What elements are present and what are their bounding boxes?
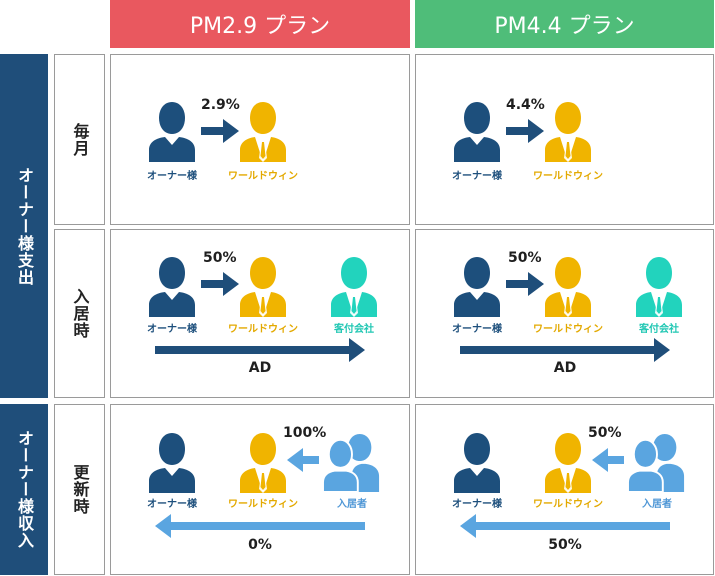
- long-arrow-right-icon: [460, 338, 670, 362]
- row-label-movein: 入居時: [54, 229, 105, 398]
- rate-label: 4.4%: [506, 97, 545, 113]
- flow-caption: AD: [248, 360, 272, 376]
- agent-icon: [331, 257, 377, 317]
- row-label-monthly: 毎月: [54, 54, 105, 225]
- owner-icon: [454, 102, 500, 162]
- arrow-left-icon: [287, 448, 319, 472]
- plan-title: PM2.9 プラン: [189, 14, 331, 39]
- worldwin-label: ワールドウィン: [228, 499, 298, 510]
- worldwin-label: ワールドウィン: [228, 171, 298, 182]
- worldwin-label: ワールドウィン: [533, 324, 603, 335]
- cell-movein-pm44: 50% オーナー様 ワールドウィン 客付会社 AD: [415, 229, 714, 398]
- long-arrow-left-icon: [460, 514, 670, 538]
- rate-label: 2.9%: [201, 97, 240, 113]
- plan-header-pm44: PM4.4 プラン: [415, 0, 714, 48]
- worldwin-icon: [240, 257, 286, 317]
- owner-icon: [454, 257, 500, 317]
- arrow-right-icon: [201, 119, 239, 143]
- row-label: 毎月: [70, 122, 90, 157]
- cell-movein-pm29: 50% オーナー様 ワールドウィン 客付会社 AD: [110, 229, 410, 398]
- cell-renewal-pm29: 100% オーナー様 ワールドウィン 入居者 0%: [110, 404, 410, 575]
- tenant-label: 入居者: [642, 499, 672, 510]
- owner-label: オーナー様: [147, 499, 197, 510]
- group-label: オーナー様収入: [15, 430, 34, 549]
- worldwin-icon: [240, 433, 286, 493]
- flow-graphic: [149, 257, 377, 362]
- group-owner-expense: オーナー様支出: [0, 54, 48, 398]
- owner-label: オーナー様: [452, 171, 502, 182]
- row-label-renewal: 更新時: [54, 404, 105, 575]
- cell-monthly-pm29: 2.9% オーナー様 ワールドウィン: [110, 54, 410, 225]
- owner-icon: [454, 433, 500, 493]
- row-label: 更新時: [70, 464, 90, 515]
- long-arrow-left-icon: [155, 514, 365, 538]
- tenant-icon: [323, 432, 381, 493]
- worldwin-icon: [545, 257, 591, 317]
- group-owner-income: オーナー様収入: [0, 404, 48, 575]
- rate-label: 50%: [203, 250, 237, 266]
- worldwin-label: ワールドウィン: [533, 499, 603, 510]
- flow-graphic: [149, 102, 286, 162]
- owner-label: オーナー様: [147, 171, 197, 182]
- agent-label: 客付会社: [639, 324, 679, 335]
- owner-icon: [149, 257, 195, 317]
- owner-label: オーナー様: [452, 499, 502, 510]
- tenant-icon: [628, 432, 686, 493]
- rate-label: 100%: [283, 425, 327, 441]
- plan-title: PM4.4 プラン: [494, 14, 635, 39]
- worldwin-label: ワールドウィン: [228, 324, 298, 335]
- worldwin-icon: [545, 102, 591, 162]
- cell-monthly-pm44: 4.4% オーナー様 ワールドウィン: [415, 54, 714, 225]
- worldwin-icon: [240, 102, 286, 162]
- owner-icon: [149, 433, 195, 493]
- flow-graphic: [454, 257, 682, 362]
- long-arrow-right-icon: [155, 338, 365, 362]
- flow-graphic: [149, 432, 381, 538]
- arrow-left-icon: [592, 448, 624, 472]
- flow-caption: AD: [553, 360, 577, 376]
- arrow-right-icon: [506, 119, 544, 143]
- plan-header-pm29: PM2.9 プラン: [110, 0, 410, 48]
- worldwin-label: ワールドウィン: [533, 171, 603, 182]
- group-label: オーナー様支出: [15, 166, 34, 286]
- arrow-right-icon: [506, 272, 544, 296]
- owner-label: オーナー様: [452, 324, 502, 335]
- arrow-right-icon: [201, 272, 239, 296]
- flow-graphic: [454, 432, 686, 538]
- tenant-label: 入居者: [337, 499, 367, 510]
- agent-label: 客付会社: [334, 324, 374, 335]
- flow-caption: 0%: [248, 537, 272, 553]
- flow-graphic: [454, 102, 591, 162]
- agent-icon: [636, 257, 682, 317]
- flow-caption: 50%: [548, 537, 582, 553]
- row-label: 入居時: [70, 288, 90, 339]
- cell-renewal-pm44: 50% オーナー様 ワールドウィン 入居者 50%: [415, 404, 714, 575]
- rate-label: 50%: [588, 425, 622, 441]
- owner-icon: [149, 102, 195, 162]
- owner-label: オーナー様: [147, 324, 197, 335]
- rate-label: 50%: [508, 250, 542, 266]
- worldwin-icon: [545, 433, 591, 493]
